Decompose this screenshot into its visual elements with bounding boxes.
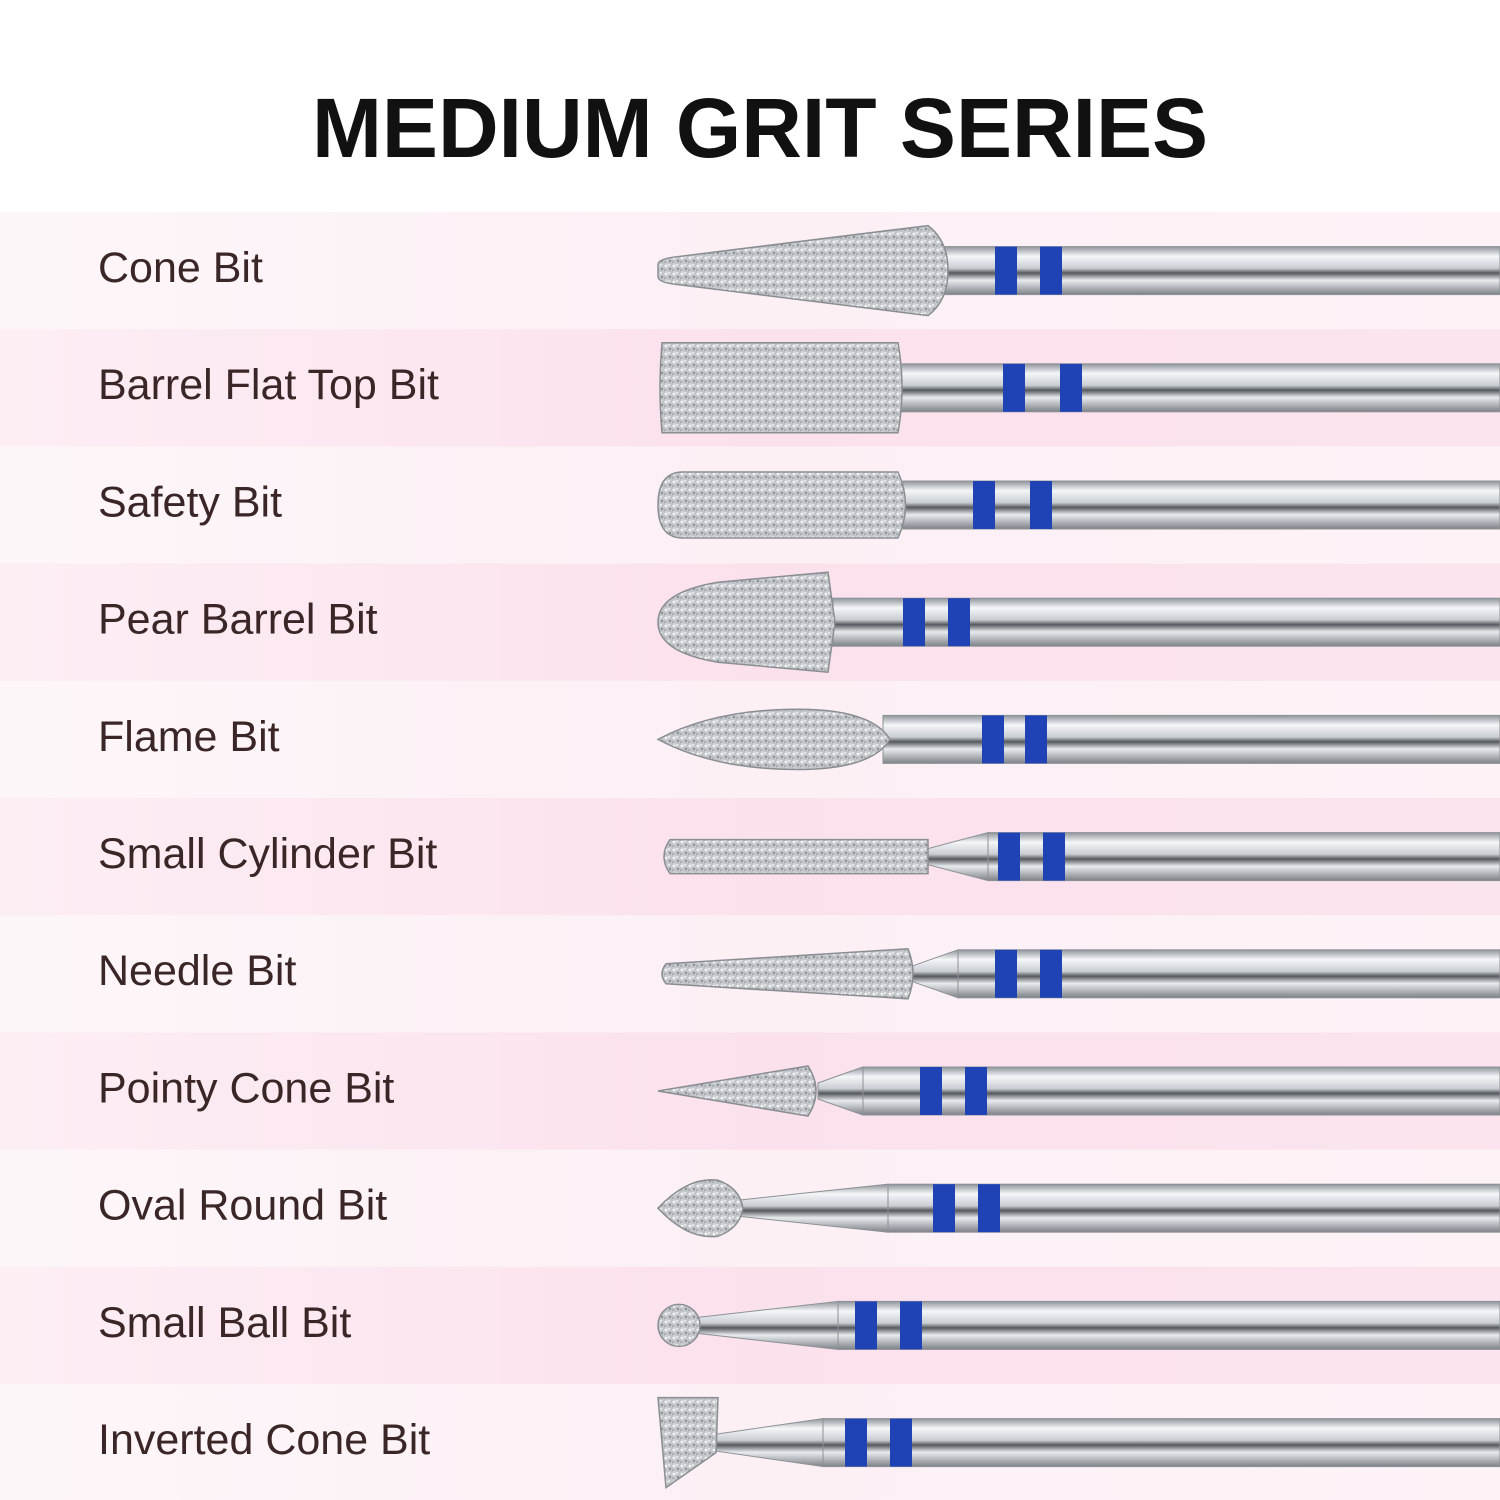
grit-band [845,1418,867,1467]
bit-row: Barrel Flat Top Bit [0,329,1500,447]
bit-head [657,224,949,317]
bit-label: Barrel Flat Top Bit [98,361,439,409]
bit-label: Pear Barrel Bit [98,596,378,644]
bit-head [663,838,929,875]
grit-band [995,949,1017,998]
grit-band [1060,363,1082,412]
rows: Cone Bit Barrel Flat Top Bit Safety Bit Pea… [0,212,1500,1500]
bit-label: Oval Round Bit [98,1182,387,1230]
grit-band [1040,949,1062,998]
bit-row: Small Ball Bit [0,1266,1500,1385]
bit-shank [822,1418,1500,1468]
bit-label: Flame Bit [98,713,280,761]
bit-label: Small Cylinder Bit [98,830,437,878]
bit-row: Pear Barrel Bit [0,563,1500,682]
grit-band [1003,363,1025,412]
bit-head [657,1065,817,1117]
bit-shank [902,480,1500,530]
bit-shank [987,832,1500,882]
bit-row: Small Cylinder Bit [0,798,1500,916]
bit-label: Pointy Cone Bit [98,1064,394,1112]
grit-band [982,715,1004,764]
bit-row: Pointy Cone Bit [0,1032,1500,1151]
title: MEDIUM GRIT SERIES [312,81,1208,175]
grit-band [995,246,1017,295]
bit-row: Cone Bit [0,212,1500,330]
grit-band [1030,481,1052,529]
bit-row: Safety Bit [0,446,1500,565]
bit-shank [832,597,1500,647]
bit-head [656,1179,744,1238]
grit-band [933,1184,955,1233]
bit-shank [897,363,1500,413]
grit-band [1043,832,1065,881]
grit-band [855,1301,877,1350]
grit-band [965,1067,987,1115]
bit-shank [957,949,1500,999]
grit-band [903,598,925,647]
bit-label: Safety Bit [98,478,282,526]
grit-band [948,598,970,647]
bit-shank [862,1066,1500,1116]
grit-band [1040,246,1062,295]
bit-head [659,342,903,434]
grit-band [1025,715,1047,764]
bit-shank [942,246,1500,296]
bit-row: Needle Bit [0,915,1500,1033]
bit-row: Oval Round Bit [0,1149,1500,1268]
grit-band [890,1418,912,1467]
bit-head [657,471,907,539]
bit-shank [882,714,1500,764]
bit-label: Cone Bit [98,244,263,292]
grit-band [978,1184,1000,1233]
bit-row: Inverted Cone Bit [0,1384,1500,1500]
grit-band [973,481,995,529]
bit-head [657,571,836,674]
grit-band [998,832,1020,881]
bit-label: Small Ball Bit [98,1299,351,1347]
bit-head [657,1396,719,1489]
bit-row: Flame Bit [0,680,1500,799]
bit-head [661,948,914,1000]
grit-band [900,1301,922,1350]
bit-label: Inverted Cone Bit [98,1416,430,1464]
bit-head [656,708,891,771]
bit-shank [837,1300,1500,1350]
bit-head [657,1303,701,1348]
bit-label: Needle Bit [98,947,296,995]
grit-band [920,1067,942,1115]
